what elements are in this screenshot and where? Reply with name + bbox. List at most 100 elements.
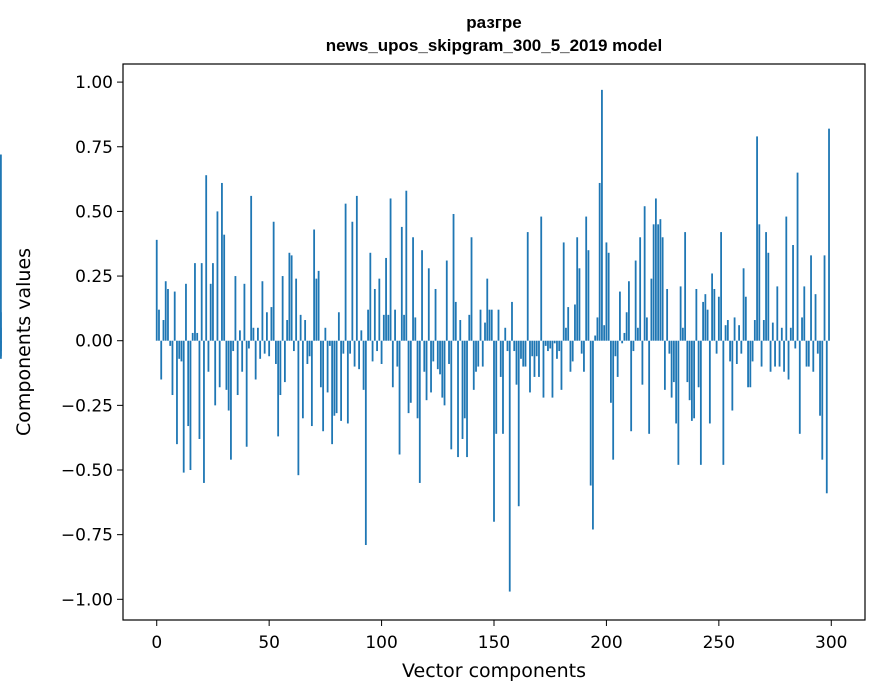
bar-274 [771,322,774,341]
bar-213 [634,260,637,341]
bar-19 [198,340,201,439]
bar-180 [560,340,563,390]
x-tick-label: 250 [703,633,735,653]
bar-267 [756,136,758,341]
bar-56 [281,276,284,341]
bar-190 [583,340,585,372]
bar-167 [531,340,534,357]
bar-228 [668,340,671,354]
x-tick-label: 100 [365,633,397,653]
y-tick-label: 0.75 [75,138,113,158]
bar-225 [661,237,664,341]
bar-113 [409,340,412,403]
bar-152 [497,309,500,341]
bar-111 [405,190,408,341]
bar-235 [684,232,687,341]
bar-204 [614,340,617,357]
bar-6 [169,340,172,346]
bar-171 [540,216,543,341]
bar-181 [562,242,565,341]
bar-245 [706,309,709,341]
bar-5 [167,288,169,341]
bar-257 [733,317,736,341]
bar-62 [295,278,298,341]
bar-100 [380,340,383,364]
bar-154 [502,340,504,434]
x-tick-label: 0 [151,633,162,653]
bar-66 [304,320,307,341]
bar-92 [362,340,365,390]
bar-255 [729,340,731,362]
y-tick-label: 0.00 [75,332,113,352]
bar-261 [742,268,745,341]
bar-256 [731,340,734,411]
bar-175 [549,340,552,349]
bar-22 [205,175,208,341]
bar-165 [526,232,529,341]
bar-94 [367,309,369,341]
bar-248 [713,288,716,341]
bar-209 [625,312,628,341]
bar-undefined [0,327,2,341]
x-axis-ticks: 0 50 100 150 200 250 300 [151,620,847,653]
bar-201 [607,252,610,341]
bar-31 [225,340,228,390]
bar-265 [751,340,754,362]
bar-12 [182,340,185,473]
bar-194 [592,340,594,530]
bar-188 [578,268,581,341]
bar-89 [355,195,358,341]
bar-298 [825,340,828,494]
bar-87 [351,221,354,341]
bar-117 [418,340,421,483]
bar-undefined [0,340,2,359]
y-tick-label: −0.25 [61,396,113,416]
bar-185 [571,340,574,362]
bar-14 [187,340,190,427]
bar-230 [672,340,675,383]
bar-208 [623,332,626,341]
bar-262 [744,296,747,341]
bar-10 [178,340,181,359]
bar-44 [254,340,257,380]
bar-67 [306,340,309,364]
bar-68 [308,340,311,357]
bar-251 [720,232,722,341]
bar-2 [160,340,163,380]
bar-282 [789,327,792,341]
bar-26 [214,340,217,406]
bar-48 [263,340,266,354]
bar-187 [576,237,579,341]
bar-237 [688,340,691,401]
bar-147 [486,278,489,341]
bar-28 [218,340,221,388]
bar-55 [279,340,282,396]
bar-72 [317,270,320,341]
bar-277 [778,340,781,367]
bar-158 [511,301,513,341]
bar-75 [324,327,327,341]
bar-131 [450,340,453,450]
bar-141 [472,340,475,390]
chart-title: разгре [466,13,521,32]
bar-269 [760,340,763,367]
bar-18 [196,332,199,341]
bar-88 [353,340,356,367]
bar-219 [648,340,651,434]
bar-164 [524,340,527,367]
bar-212 [632,340,635,352]
bar-236 [686,340,689,383]
bar-108 [398,340,401,455]
bar-24 [209,283,212,341]
bar-199 [603,325,606,341]
bar-264 [749,340,752,388]
bar-71 [315,278,318,341]
bar-144 [479,309,482,341]
bar-64 [299,314,302,341]
y-tick-label: −0.50 [61,461,113,481]
y-tick-label: −0.75 [61,526,113,546]
bar-132 [452,213,455,341]
bar-273 [769,340,772,372]
bar-77 [328,340,331,346]
bar-168 [533,340,536,377]
